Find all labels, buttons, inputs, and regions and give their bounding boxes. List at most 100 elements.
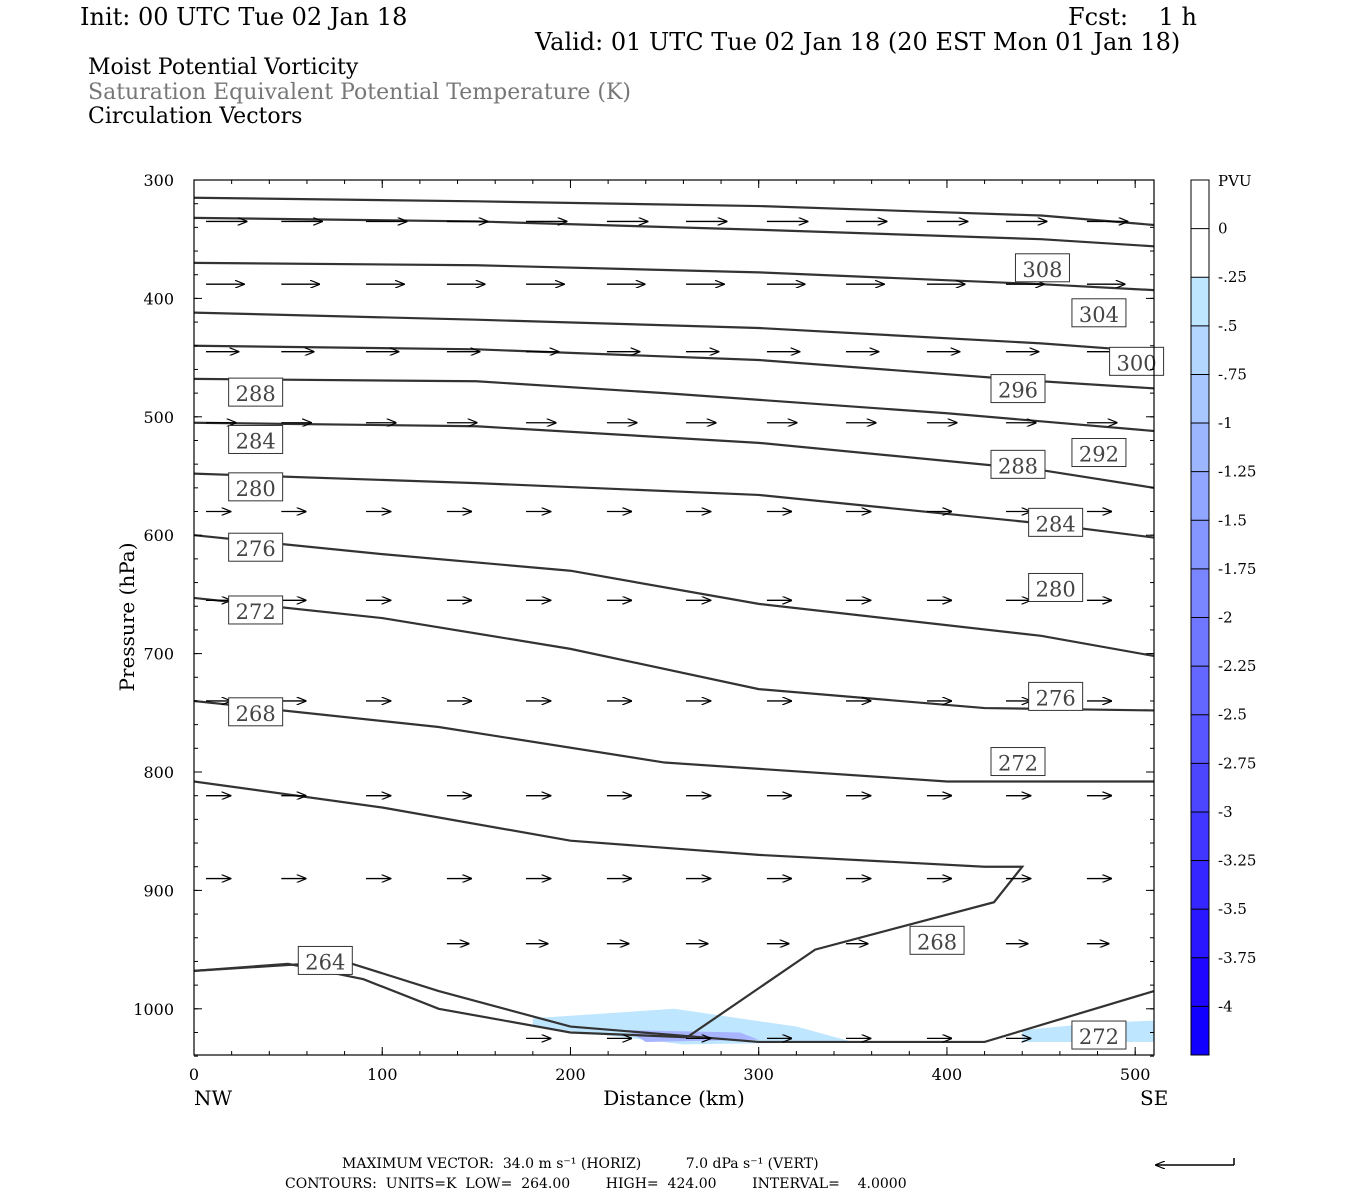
x-axis-label: Distance (km) [603, 1086, 745, 1110]
contour-label: 280 [1036, 577, 1076, 601]
x-tick-label: 300 [743, 1065, 774, 1084]
theta-e-contour [194, 596, 1154, 712]
colorbar-swatch [1191, 909, 1209, 959]
colorbar-swatch [1191, 763, 1209, 813]
contour-label-box [297, 945, 353, 975]
y-tick-label: 700 [143, 645, 174, 664]
colorbar-tick-label: -2.25 [1218, 657, 1256, 675]
mpv-shade-region [532, 1008, 853, 1045]
x-tick-label: 400 [932, 1065, 963, 1084]
contour-label-box [228, 472, 284, 502]
colorbar-tick-label: -1.25 [1218, 463, 1256, 481]
contour-label: 276 [236, 537, 276, 561]
colorbar-swatch [1191, 471, 1209, 521]
y-tick-label: 600 [143, 526, 174, 545]
contour-label-layer: 288 284 280 276 272 268 264 308 304 300 296 292 288 2… [228, 253, 1165, 1050]
field-legend-vectors: Circulation Vectors [88, 104, 303, 129]
axes-layer: 0 100 200 300 400 500 300 400 500 600 700 800 900 100… [133, 171, 1154, 1084]
colorbar-swatch [1191, 811, 1209, 862]
theta-e-contour [194, 962, 688, 1039]
contour-label-box [228, 697, 284, 727]
colorbar-swatch [1191, 423, 1209, 473]
colorbar-tick-label: -3 [1218, 803, 1233, 821]
colorbar-swatch [1191, 617, 1209, 667]
colorbar-tick-label: -4 [1218, 997, 1233, 1015]
field-legend-theta-e: Saturation Equivalent Potential Temperat… [88, 80, 631, 105]
forecast-hour-label: Fcst: 1 h [1068, 3, 1198, 31]
contour-label: 308 [1022, 258, 1062, 282]
contour-label-box [1028, 681, 1084, 711]
pvu-colorbar: PVU 0 -.25 -.5 -.75 -1 -1.25 -1.5 -1.75 -2 -2.25 -2… [1190, 172, 1256, 1056]
y-tick-label: 300 [143, 171, 174, 190]
x-tick-label: 100 [367, 1065, 398, 1084]
y-tick-label: 500 [143, 408, 174, 427]
reference-vector [1156, 1158, 1235, 1165]
colorbar-tick-label: -3.5 [1218, 900, 1247, 918]
colorbar-swatch [1191, 374, 1209, 424]
y-tick-label: 900 [143, 881, 174, 900]
contour-label-box [990, 449, 1046, 479]
theta-e-contour [194, 196, 1154, 227]
theta-e-contour [194, 780, 1025, 1039]
colorbar-tick-label: -1 [1218, 414, 1233, 432]
colorbar-swatch [1191, 666, 1209, 716]
colorbar-tick-label: -.25 [1218, 268, 1247, 286]
theta-e-contour [194, 311, 1154, 353]
circulation-vector-layer [206, 221, 1127, 1038]
y-tick-label: 400 [143, 289, 174, 308]
colorbar-swatch [1191, 568, 1209, 618]
colorbar-swatch [1191, 860, 1209, 910]
contour-label: 296 [998, 379, 1038, 403]
y-tick-label: 800 [143, 763, 174, 782]
colorbar-tick-label: 0 [1218, 220, 1228, 238]
theta-e-contour [194, 699, 1154, 783]
init-time-label: Init: 00 UTC Tue 02 Jan 18 [80, 3, 408, 31]
colorbar-tick-label: -.75 [1218, 365, 1247, 383]
theta-e-contour [194, 421, 1154, 489]
contour-label-box [990, 747, 1046, 777]
colorbar-tick-label: -2.5 [1218, 706, 1247, 724]
contour-label-box [228, 595, 284, 625]
theta-e-contour [194, 261, 1154, 292]
colorbar-tick-label: -.5 [1218, 317, 1237, 335]
x-right-end-label: SE [1140, 1086, 1168, 1110]
colorbar-swatch [1191, 1006, 1209, 1056]
contour-label-box [228, 532, 284, 562]
contour-label: 288 [998, 454, 1038, 478]
contour-label: 268 [917, 930, 957, 954]
plot-frame [193, 179, 1155, 1056]
colorbar-swatch [1191, 228, 1209, 278]
x-left-end-label: NW [194, 1086, 233, 1110]
contour-label-box [228, 377, 284, 407]
theta-e-contour [194, 216, 1154, 248]
contour-label: 272 [1079, 1025, 1119, 1049]
colorbar-tick-label: -2.75 [1218, 754, 1256, 772]
x-tick-label: 200 [555, 1065, 586, 1084]
contour-label: 264 [305, 950, 345, 974]
contour-label: 272 [236, 600, 276, 624]
theta-e-contour [194, 344, 1154, 390]
contour-label-box [909, 925, 965, 955]
valid-time-label: Valid: 01 UTC Tue 02 Jan 18 (20 EST Mon … [535, 28, 1181, 56]
contour-label: 272 [998, 752, 1038, 776]
theta-e-contour [194, 472, 1154, 539]
colorbar-tick-label: -1.75 [1218, 560, 1256, 578]
contour-label: 304 [1079, 303, 1119, 327]
theta-e-contour [194, 534, 1154, 658]
contour-label: 292 [1079, 443, 1119, 467]
colorbar-swatch [1191, 520, 1209, 570]
colorbar-swatch [1191, 957, 1209, 1007]
contour-label-box [1014, 253, 1070, 283]
contour-label: 284 [1036, 512, 1076, 536]
contour-label-box [1028, 507, 1084, 537]
colorbar-title: PVU [1218, 172, 1252, 190]
y-tick-label: 1000 [133, 1000, 174, 1019]
colorbar-swatch [1191, 325, 1209, 375]
colorbar-swatch [1191, 277, 1209, 327]
contour-label-box [1071, 438, 1127, 468]
colorbar-swatch [1191, 714, 1209, 764]
contour-label-box [1028, 572, 1084, 602]
x-tick-label: 0 [189, 1065, 199, 1084]
x-tick-label: 500 [1120, 1065, 1151, 1084]
